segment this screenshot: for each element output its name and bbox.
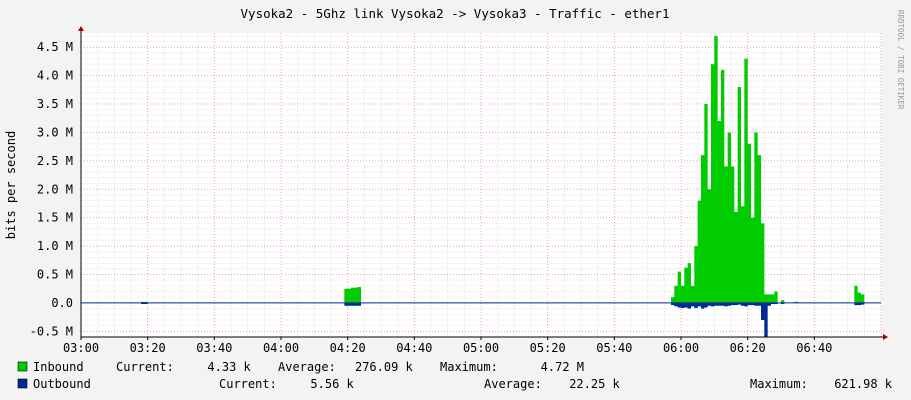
y-axis-label: bits per second bbox=[4, 131, 18, 239]
y-tick-label: 0.5 M bbox=[37, 267, 73, 281]
legend-average-label: Average: bbox=[484, 377, 542, 391]
axes bbox=[78, 26, 888, 340]
legend-current-value-outbound: 5.56 k bbox=[310, 377, 354, 391]
x-tick-label: 06:40 bbox=[796, 341, 832, 355]
chart-title: Vysoka2 - 5Ghz link Vysoka2 -> Vysoka3 -… bbox=[241, 6, 670, 21]
legend-average-value-inbound: 276.09 k bbox=[355, 360, 414, 374]
y-tick-label: 1.5 M bbox=[37, 211, 73, 225]
x-axis-arrow bbox=[883, 334, 888, 340]
legend-row-outbound: Outbound Current: 5.56 k Average: 22.25 … bbox=[33, 377, 893, 391]
y-tick-label: -0.5 M bbox=[30, 324, 73, 338]
x-tick-label: 04:20 bbox=[330, 341, 366, 355]
legend-label-outbound: Outbound bbox=[33, 377, 91, 391]
legend-current-label: Current: bbox=[116, 360, 174, 374]
y-tick-label: 0.0 bbox=[51, 296, 73, 310]
x-tick-label: 03:40 bbox=[196, 341, 232, 355]
legend-label-inbound: Inbound bbox=[33, 360, 84, 374]
legend-maximum-value-outbound: 621.98 k bbox=[834, 377, 893, 391]
x-tick-label: 03:20 bbox=[130, 341, 166, 355]
legend-maximum-label: Maximum: bbox=[440, 360, 498, 374]
x-tick-label: 05:40 bbox=[596, 341, 632, 355]
series-area-inbound bbox=[81, 35, 882, 303]
x-tick-label: 05:00 bbox=[463, 341, 499, 355]
x-tick-label: 04:00 bbox=[263, 341, 299, 355]
legend-swatch-inbound bbox=[17, 361, 28, 372]
x-tick-label: 06:20 bbox=[730, 341, 766, 355]
legend-average-label: Average: bbox=[278, 360, 336, 374]
x-tick-label: 05:20 bbox=[530, 341, 566, 355]
legend-swatch-outbound bbox=[17, 378, 28, 389]
legend-current-label: Current: bbox=[219, 377, 277, 391]
series-areas bbox=[81, 35, 882, 337]
y-tick-label: 1.0 M bbox=[37, 239, 73, 253]
legend-average-value-outbound: 22.25 k bbox=[569, 377, 620, 391]
x-tick-label: 06:00 bbox=[663, 341, 699, 355]
legend-maximum-label: Maximum: bbox=[750, 377, 808, 391]
y-tick-label: 3.0 M bbox=[37, 125, 73, 139]
tick-labels: 03:00 03:20 03:40 04:00 04:20 04:40 05:00 05:20… bbox=[30, 40, 833, 355]
legend-maximum-value-inbound: 4.72 M bbox=[541, 360, 584, 374]
y-tick-label: 2.5 M bbox=[37, 154, 73, 168]
y-tick-label: 3.5 M bbox=[37, 97, 73, 111]
y-tick-label: 4.5 M bbox=[37, 40, 73, 54]
y-tick-label: 2.0 M bbox=[37, 182, 73, 196]
legend-current-value-inbound: 4.33 k bbox=[207, 360, 251, 374]
x-tick-label: 03:00 bbox=[63, 341, 99, 355]
y-tick-label: 4.0 M bbox=[37, 69, 73, 83]
y-axis-arrow bbox=[78, 26, 84, 31]
x-tick-label: 04:40 bbox=[396, 341, 432, 355]
watermark: RRDTOOL / TOBI OETIKER bbox=[896, 10, 905, 110]
legend-row-inbound: Inbound Current: 4.33 k Average: 276.09 … bbox=[33, 360, 584, 374]
